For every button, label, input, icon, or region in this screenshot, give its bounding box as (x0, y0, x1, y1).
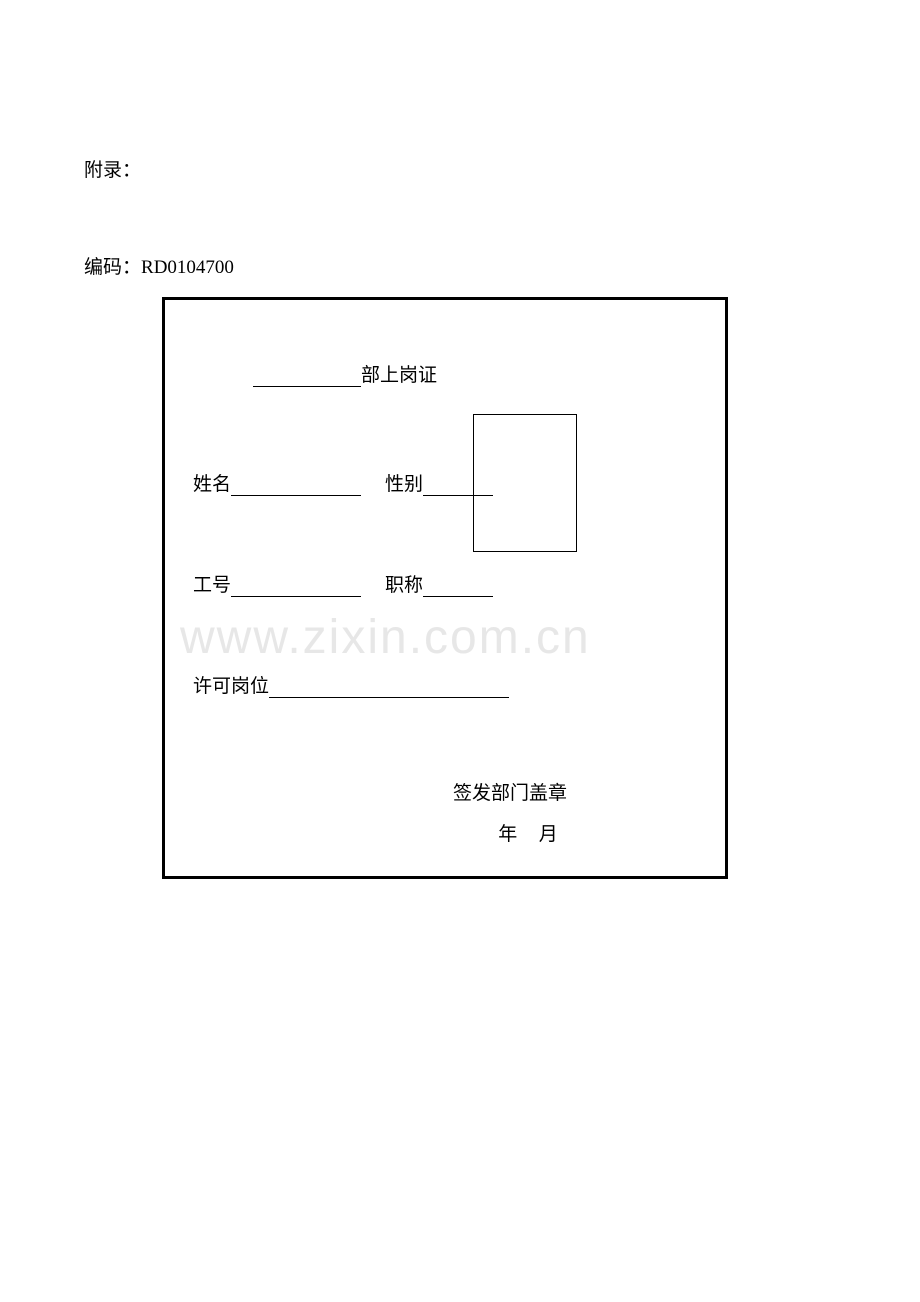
name-label: 姓名 (193, 469, 231, 496)
worker-id-blank (231, 596, 361, 597)
worker-id-label: 工号 (193, 570, 231, 597)
date-year: 年 (498, 824, 521, 845)
name-blank (231, 495, 361, 496)
code-prefix: 编码： (84, 257, 141, 278)
code-value: RD0104700 (141, 257, 234, 278)
title-blank (253, 386, 361, 387)
job-title-label: 职称 (385, 570, 423, 597)
appendix-label: 附录： (84, 155, 836, 182)
date-month: 月 (539, 824, 562, 845)
permit-row: 许可岗位 (193, 671, 697, 698)
name-gender-row: 姓名 性别 (193, 469, 697, 496)
stamp-section: 签发部门盖章 年 月 (165, 778, 725, 846)
page-container: 附录： 编码：RD0104700 部上岗证 姓名 性别 工号 职称 许可岗位 签… (0, 0, 920, 879)
workerid-jobtitle-row: 工号 职称 (193, 570, 697, 597)
certificate-title-row: 部上岗证 (193, 360, 697, 387)
title-suffix: 部上岗证 (361, 365, 437, 386)
gender-label: 性别 (385, 469, 423, 496)
photo-box (473, 414, 577, 552)
permit-label: 许可岗位 (193, 671, 269, 698)
permit-blank (269, 697, 509, 698)
code-label: 编码：RD0104700 (84, 252, 836, 279)
job-title-blank (423, 596, 493, 597)
stamp-label: 签发部门盖章 (165, 778, 725, 805)
certificate-box: 部上岗证 姓名 性别 工号 职称 许可岗位 签发部门盖章 年 月 (162, 297, 728, 879)
date-label: 年 月 (165, 819, 725, 846)
